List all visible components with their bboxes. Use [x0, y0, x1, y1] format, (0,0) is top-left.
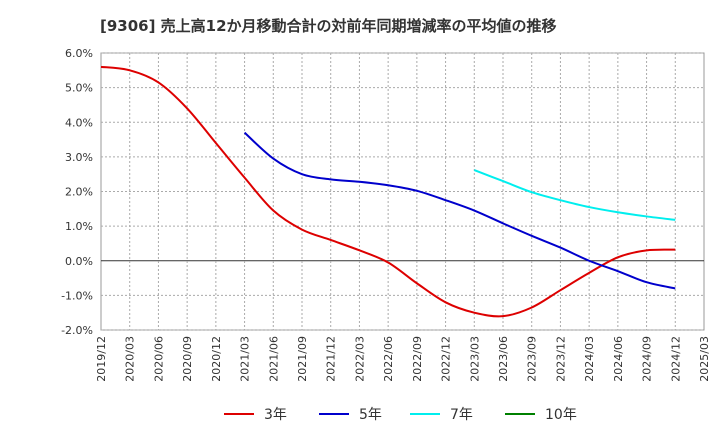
series-line-1	[243, 131, 676, 290]
x-tick-label: 2025/03	[698, 336, 711, 382]
y-tick-label: 4.0%	[65, 116, 93, 129]
x-tick-label: 2024/06	[612, 336, 625, 382]
x-tick-label: 2020/06	[152, 336, 165, 382]
x-tick-label: 2023/09	[526, 336, 539, 382]
x-tick-label: 2021/06	[267, 336, 280, 382]
y-tick-label: 3.0%	[65, 151, 93, 164]
legend-label-1: 5年	[359, 407, 382, 423]
x-tick-label: 2024/09	[641, 336, 654, 382]
series-lines	[100, 65, 676, 318]
y-tick-label: -1.0%	[61, 289, 93, 302]
x-tick-label: 2021/12	[325, 336, 338, 382]
x-tick-label: 2021/09	[296, 336, 309, 382]
y-tick-label: 1.0%	[65, 220, 93, 233]
legend-label-2: 7年	[450, 407, 473, 423]
chart-title: [9306] 売上高12か月移動合計の対前年同期増減率の平均値の推移	[100, 17, 557, 35]
x-tick-label: 2024/03	[583, 336, 596, 382]
x-tick-label: 2020/03	[124, 336, 137, 382]
x-tick-label: 2023/06	[497, 336, 510, 382]
x-tick-label: 2022/12	[440, 336, 453, 382]
x-tick-label: 2022/06	[382, 336, 395, 382]
y-tick-label: 0.0%	[65, 255, 93, 268]
y-tick-label: 5.0%	[65, 82, 93, 95]
y-tick-label: 6.0%	[65, 47, 93, 60]
x-tick-label: 2022/03	[353, 336, 366, 382]
legend-label-3: 10年	[545, 407, 577, 423]
x-tick-label: 2020/09	[181, 336, 194, 382]
series-line-0	[100, 65, 676, 318]
x-tick-label: 2024/12	[669, 336, 682, 382]
y-tick-label: 2.0%	[65, 186, 93, 199]
axes: 6.0%5.0%4.0%3.0%2.0%1.0%0.0%-1.0%-2.0%20…	[61, 47, 711, 382]
x-tick-label: 2022/09	[411, 336, 424, 382]
legend: 3年 5年 7年 10年	[224, 407, 577, 423]
grid	[100, 52, 705, 331]
x-tick-label: 2019/12	[95, 336, 108, 382]
x-tick-label: 2021/03	[239, 336, 252, 382]
x-tick-label: 2023/03	[468, 336, 481, 382]
x-tick-label: 2020/12	[210, 336, 223, 382]
y-tick-label: -2.0%	[61, 324, 93, 337]
series-line-2	[473, 169, 676, 221]
x-tick-label: 2023/12	[554, 336, 567, 382]
legend-label-0: 3年	[264, 407, 287, 423]
